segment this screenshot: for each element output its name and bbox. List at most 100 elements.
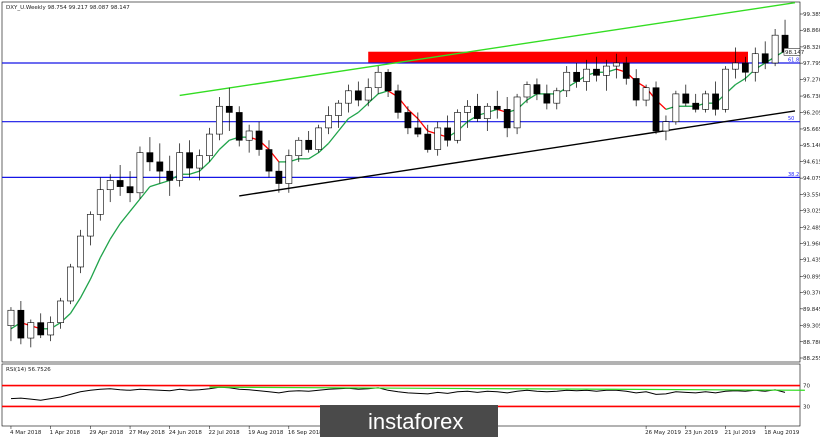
y-tick-label: 89.845 [803,307,820,313]
ma-segment-up [89,257,101,280]
candle-body-bear [265,149,273,172]
candle-body-bull [96,189,104,215]
candle-body-bull [106,180,114,191]
ma-segment-down [417,118,429,132]
candle-body-bull [315,127,322,150]
ma-segment-up [735,77,746,86]
candle-body-bull [612,62,620,67]
candle-body-bull [523,84,531,98]
rsi-level-label: 70 [803,384,810,390]
candle-body-bear [543,93,551,104]
ma-segment-up [109,223,121,240]
current-price-box [783,48,801,56]
ma-segment-up [357,102,369,113]
watermark-background [320,405,498,437]
fib-level-label: 50 [788,116,794,122]
candle-body-bull [771,34,779,64]
candle-body-bull [454,112,461,141]
ma-segment-up [526,93,538,101]
candle-body-bear [493,105,501,110]
x-tick-label: 16 Sep 2018 [288,430,323,436]
candle-body-bear [741,62,749,73]
fib-level-label: 38.2 [788,172,799,178]
lower-channel-line [239,110,796,197]
fib-levels: 61.8 50 38.2 [2,57,800,178]
rsi-trendline [209,386,805,391]
candle-body-bear [533,84,541,95]
price-axis: 99.385 98.860 98.320 97.795 97.270 96.730 96.2… [800,12,820,362]
y-tick-label: 91.960 [803,241,820,247]
y-tick-label: 88.780 [803,340,820,346]
candle-body-bull [67,266,74,302]
candle-body-bull [136,152,144,194]
candle-body-bull [513,96,521,129]
y-tick-label: 88.255 [803,356,820,362]
resistance-zone [368,51,748,63]
candle-body-bear [622,62,630,79]
candle-body-bear [394,90,402,113]
ma-segment-up [199,161,210,172]
x-tick-label: 19 Aug 2018 [248,430,284,436]
candle-body-bull [86,214,94,237]
ma-segment-up [189,170,200,175]
ma-segment-down [407,108,419,120]
candle-body-bear [761,53,769,64]
price-pane-frame [1,1,801,363]
y-tick-label: 90.895 [803,274,820,280]
candle-body-bear [712,93,719,110]
ma-segment-up [139,186,151,200]
ma-segment-up [129,198,141,212]
ma-segment-up [99,238,111,259]
candle-body-bull [563,71,571,92]
candle-body-bull [751,53,759,73]
x-tick-label: 26 May 2019 [645,430,681,436]
candle-body-bull [553,90,561,104]
y-tick-label: 97.795 [803,61,820,67]
candle-body-bull [27,322,35,339]
candle-body-bear [37,322,45,336]
candle-body-bull [662,121,670,132]
candle-body-bull [77,235,84,268]
x-tick-label: 1 Apr 2018 [50,430,81,436]
candle-body-bull [672,93,680,123]
candle-body-bear [384,71,392,92]
ma-segment-up [79,279,91,299]
ma-segment-up [69,297,81,314]
channel-trendlines [179,2,796,197]
candle-body-bull [206,133,213,157]
candle-body-bear [354,90,362,101]
ma-segment-up [208,149,220,163]
candle-body-bull [732,62,739,70]
candle-body-bull [176,152,184,181]
candle-body-bull [196,155,203,169]
candle-body-bear [652,87,660,132]
rsi-line [10,386,786,401]
candle-body-bear [186,152,193,169]
candle-body-bull [702,93,710,110]
candle-body-bear [146,152,154,163]
x-tick-label: 21 Jul 2019 [724,430,756,436]
x-tick-label: 24 Jun 2018 [169,430,203,436]
candle-body-bull [295,139,303,157]
candle-body-bear [503,109,511,129]
candle-body-bull [245,130,253,141]
y-tick-label: 91.435 [803,258,820,264]
ma-segment-up [308,152,319,160]
candle-body-bear [444,127,451,141]
x-tick-label: 4 Mar 2018 [10,430,42,436]
candle-body-bull [583,68,590,82]
rsi-header: RSI(14) 56.7526 [6,367,51,373]
x-tick-label: 27 May 2018 [129,430,165,436]
chart-header: DXY_U.Weekly 98.754 99.217 98.087 98.147 [6,5,130,11]
candle-body-bear [275,170,283,184]
candle-body-bull [215,105,223,135]
ma-segment-up [218,139,230,151]
candlesticks [7,19,789,348]
x-tick-label: 18 Aug 2019 [764,430,800,436]
candle-body-bear [166,170,174,181]
candle-body-bear [255,130,263,150]
ma-segment-up [377,90,389,95]
candle-body-bear [632,78,640,101]
candle-body-bear [414,127,422,135]
ma-segment-up [328,130,339,144]
